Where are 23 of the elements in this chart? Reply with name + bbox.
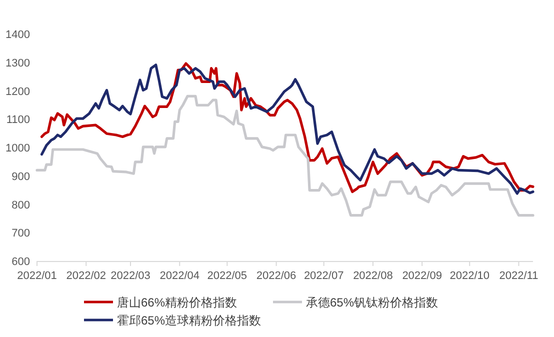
y-tick-label: 1300 — [6, 57, 30, 70]
x-tick-label: 2022/01 — [17, 270, 57, 282]
y-tick-label: 1100 — [6, 114, 30, 126]
x-tick-label: 2022/02 — [66, 270, 106, 282]
x-tick-label: 2022/04 — [160, 270, 200, 282]
y-tick-label: 700 — [12, 228, 30, 240]
y-tick-label: 1200 — [6, 86, 30, 98]
x-tick-label: 2022/09 — [402, 270, 442, 282]
legend-label: 承德65%钒钛粉价格指数 — [306, 296, 438, 310]
x-tick-label: 2022/03 — [110, 270, 150, 282]
x-tick-label: 2022/11 — [499, 270, 538, 282]
legend-label: 霍邱65%造球精粉价格指数 — [117, 314, 262, 328]
x-tick-label: 2022/10 — [450, 270, 490, 282]
y-tick-label: 1000 — [6, 142, 30, 154]
legend-label: 唐山66%精粉价格指数 — [117, 296, 238, 310]
x-tick-label: 2022/07 — [304, 270, 344, 282]
x-tick-label: 2022/06 — [256, 270, 296, 282]
y-tick-label: 1400 — [6, 29, 30, 41]
y-tick-label: 900 — [12, 170, 30, 183]
x-tick-label: 2022/08 — [353, 270, 393, 282]
y-tick-label: 600 — [12, 256, 30, 268]
x-tick-label: 2022/05 — [207, 270, 248, 282]
y-tick-label: 800 — [12, 199, 30, 212]
